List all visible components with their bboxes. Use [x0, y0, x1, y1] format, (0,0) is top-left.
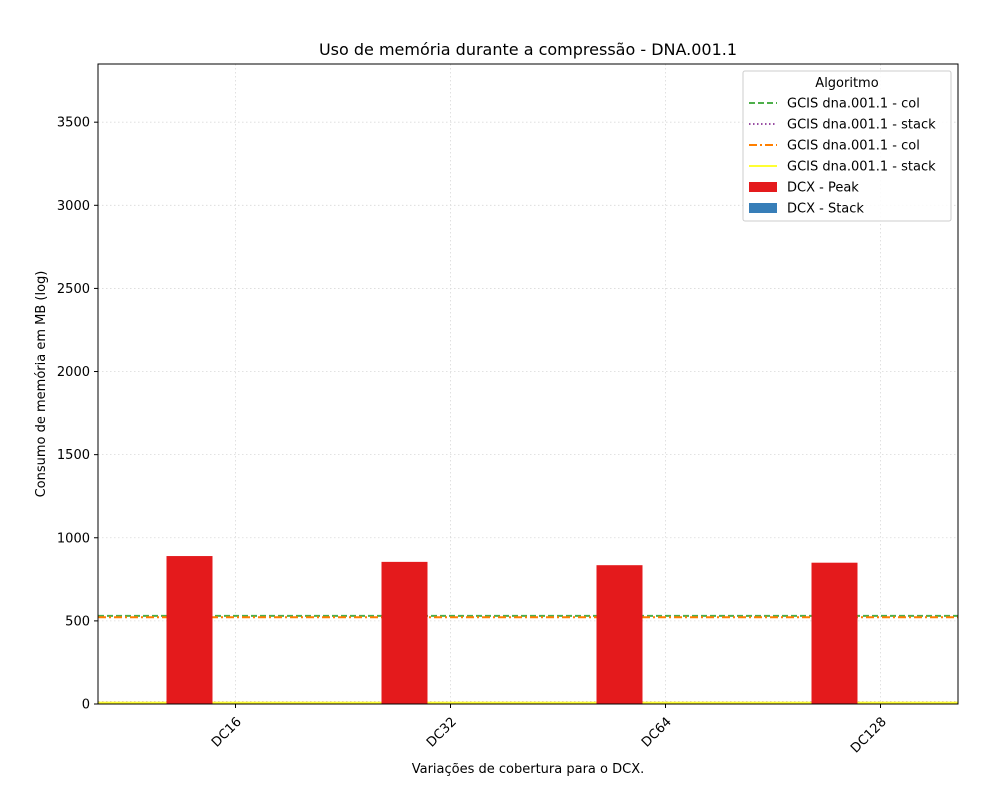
legend-label: GCIS dna.001.1 - col [787, 97, 920, 112]
x-tick-label: DC16 [209, 715, 245, 751]
y-tick-label: 3000 [57, 199, 90, 214]
legend-swatch-patch [749, 182, 777, 192]
legend-label: GCIS dna.001.1 - stack [787, 118, 936, 133]
bar-dcx-peak [596, 565, 643, 704]
bar-dcx-peak [381, 561, 428, 704]
legend-box [742, 70, 952, 222]
y-tick-label: 500 [65, 614, 90, 629]
legend-title: Algoritmo [815, 76, 878, 91]
chart-title: Uso de memória durante a compressão - DN… [319, 40, 737, 59]
plot-frame [97, 63, 959, 705]
bars [166, 556, 858, 704]
y-axis-ticks: 0 500 1000 1500 2000 2500 3000 3500 [57, 116, 98, 713]
legend-label: DCX - Peak [787, 181, 859, 196]
x-axis-ticks: DC16 DC32 DC64 DC128 [209, 704, 890, 756]
x-tick-label: DC128 [848, 715, 890, 757]
bar-dcx-peak [166, 556, 213, 704]
y-tick-label: 0 [82, 698, 90, 713]
y-tick-label: 1000 [57, 531, 90, 546]
y-axis-label: Consumo de memória em MB (log) [34, 271, 49, 498]
y-tick-label: 1500 [57, 448, 90, 463]
legend-label: GCIS dna.001.1 - stack [787, 160, 936, 175]
x-axis-label: Variações de cobertura para o DCX. [412, 762, 645, 777]
legend-swatch-patch [749, 203, 777, 213]
legend-label: GCIS dna.001.1 - col [787, 139, 920, 154]
y-tick-label: 2500 [57, 282, 90, 297]
x-tick-label: DC64 [639, 715, 675, 751]
legend-label: DCX - Stack [787, 202, 864, 217]
x-tick-label: DC32 [424, 715, 460, 751]
y-tick-label: 2000 [57, 365, 90, 380]
legend-items: GCIS dna.001.1 - col GCIS dna.001.1 - sta… [749, 97, 936, 217]
bar-dcx-peak [811, 562, 858, 704]
y-tick-label: 3500 [57, 116, 90, 131]
